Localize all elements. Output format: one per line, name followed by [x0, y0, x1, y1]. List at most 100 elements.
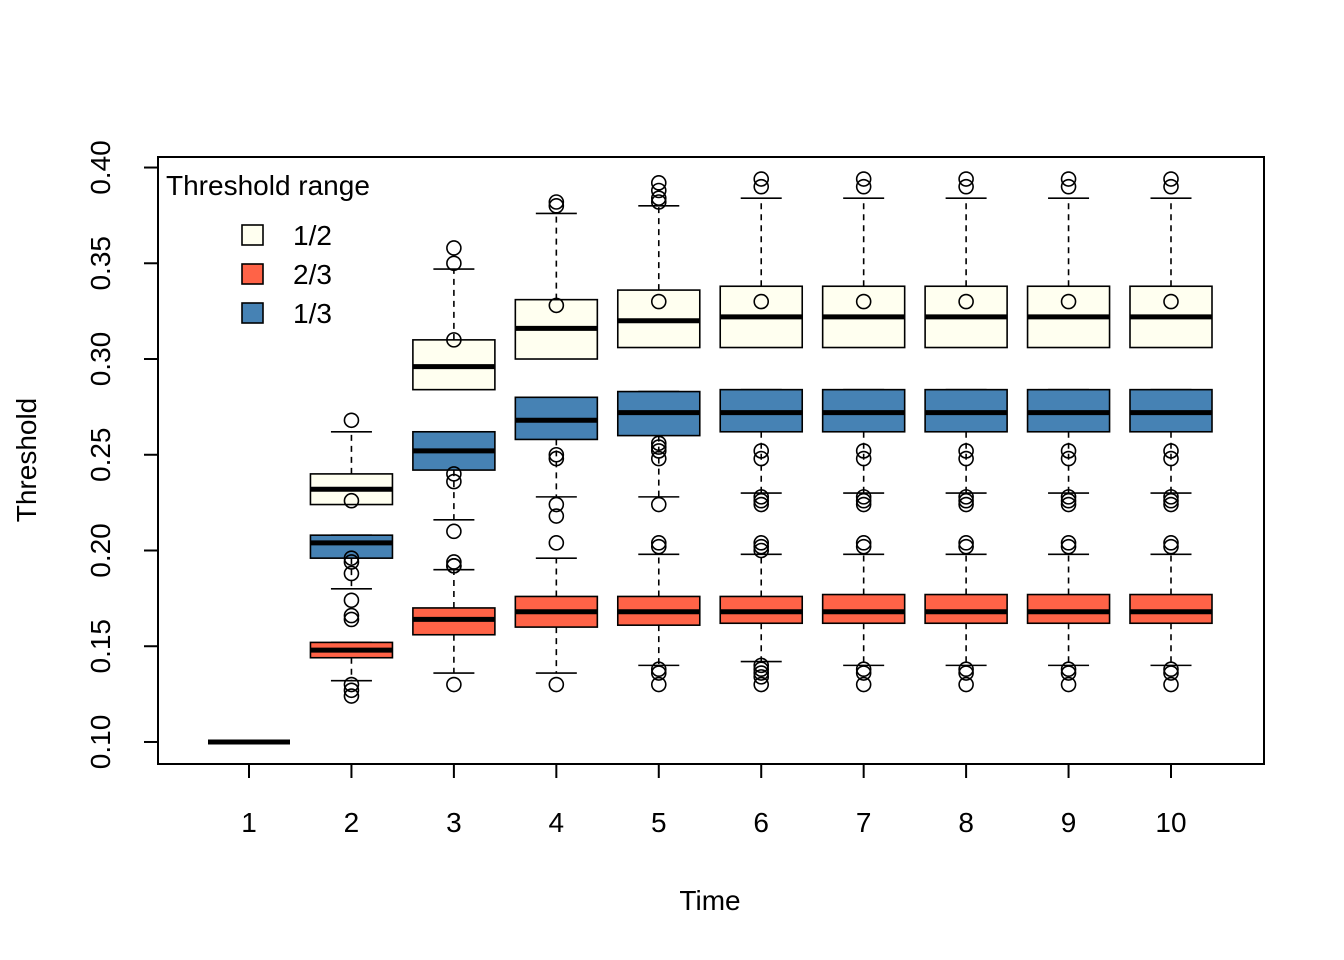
box-outlier	[548, 194, 565, 210]
box-outlier	[343, 682, 360, 699]
legend-label: 1/2	[293, 220, 332, 251]
box-outlier	[753, 450, 770, 467]
box-outlier	[650, 293, 667, 310]
y-tick-label: 0.25	[85, 428, 116, 483]
box-outlier	[548, 450, 565, 467]
box-outlier	[650, 538, 667, 555]
x-tick-label: 4	[549, 807, 565, 838]
box-outlier	[446, 332, 462, 348]
box-outlier	[753, 661, 770, 678]
box-outlier	[1163, 538, 1179, 555]
y-tick-label: 0.40	[85, 140, 116, 195]
box-outlier	[446, 473, 462, 490]
box-outlier	[958, 661, 974, 678]
box-outlier	[650, 450, 667, 467]
box-outlier	[958, 676, 974, 693]
x-axis: 1 2 3 4 5 6 7 8 9 10	[241, 764, 1187, 838]
box-outlier	[753, 676, 770, 693]
y-tick-label: 0.10	[85, 715, 116, 770]
box-outlier	[343, 688, 360, 704]
legend-swatch	[241, 302, 264, 324]
box-outlier	[1163, 489, 1179, 505]
box-outlier	[1060, 443, 1077, 459]
x-tick-label: 5	[651, 807, 667, 838]
box-outlier	[1060, 661, 1077, 678]
box-outlier	[855, 661, 872, 678]
box-outlier	[548, 446, 565, 463]
box-outlier	[855, 496, 872, 513]
box-outlier	[1060, 665, 1077, 681]
box-outlier	[753, 542, 770, 559]
x-tick-label: 9	[1061, 807, 1077, 838]
box-outlier	[958, 496, 974, 513]
box-outlier	[548, 198, 565, 214]
x-tick-label: 7	[856, 807, 872, 838]
box-outlier	[548, 535, 565, 551]
y-tick-label: 0.30	[85, 332, 116, 387]
box-outlier	[958, 538, 974, 555]
box-outlier	[1163, 496, 1179, 513]
box-outlier	[958, 293, 974, 310]
box-outlier	[958, 443, 974, 459]
x-tick-label: 8	[958, 807, 974, 838]
box-outlier	[855, 293, 872, 310]
box-outlier	[446, 240, 462, 256]
box-outlier	[753, 538, 770, 555]
box-outlier	[1163, 676, 1179, 693]
box-body	[821, 593, 906, 625]
box-body	[1026, 593, 1111, 625]
box-outlier	[855, 489, 872, 505]
box-outlier	[753, 657, 770, 674]
box-outlier	[1163, 450, 1179, 467]
box-body	[1129, 593, 1213, 625]
box-outlier	[1060, 496, 1077, 513]
box-outlier	[650, 182, 667, 199]
box-outlier	[650, 190, 667, 206]
box-outlier	[343, 676, 360, 693]
legend: Threshold range 1/2 2/3 1/3	[166, 170, 370, 329]
x-axis-label: Time	[679, 885, 740, 916]
box-outlier	[753, 535, 770, 551]
series-layer	[208, 171, 1213, 745]
box-outlier	[855, 178, 872, 195]
box-outlier	[958, 450, 974, 467]
box-outlier	[855, 171, 872, 187]
box-outlier	[753, 293, 770, 310]
box-outlier	[753, 443, 770, 459]
box-outlier	[1060, 489, 1077, 505]
legend-label: 2/3	[293, 259, 332, 290]
x-tick-label: 1	[241, 807, 257, 838]
box-outlier	[1163, 661, 1179, 678]
box-outlier	[958, 489, 974, 505]
box-outlier	[650, 443, 667, 459]
box-outlier	[548, 496, 565, 513]
y-axis: 0.10 0.15 0.20 0.25 0.30 0.35 0.40	[85, 140, 158, 769]
x-tick-label: 6	[753, 807, 769, 838]
box-outlier	[446, 554, 462, 570]
box-outlier	[753, 492, 770, 509]
box-outlier	[1163, 443, 1179, 459]
box-outlier	[343, 492, 360, 509]
y-tick-label: 0.20	[85, 523, 116, 578]
y-axis-label: Threshold	[11, 398, 42, 523]
x-tick-label: 10	[1155, 807, 1186, 838]
box-outlier	[1163, 171, 1179, 187]
box-outlier	[753, 178, 770, 195]
box-outlier	[1060, 492, 1077, 509]
box-outlier	[343, 592, 360, 609]
legend-swatch	[241, 224, 264, 246]
box-outlier	[958, 171, 974, 187]
series-1-3	[208, 388, 1213, 745]
box-outlier	[855, 676, 872, 693]
box-outlier	[753, 489, 770, 505]
box-outlier	[855, 450, 872, 467]
box-outlier	[548, 676, 565, 693]
box-outlier	[1060, 450, 1077, 467]
box-outlier	[446, 523, 462, 540]
x-tick-label: 3	[446, 807, 462, 838]
box-outlier	[1163, 665, 1179, 681]
box-outlier	[1060, 535, 1077, 551]
box-outlier	[650, 175, 667, 191]
box-outlier	[855, 665, 872, 681]
x-tick-label: 2	[344, 807, 360, 838]
